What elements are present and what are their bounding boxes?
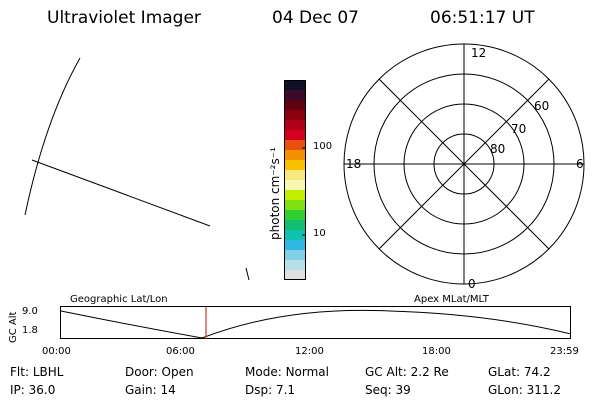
date-label: 04 Dec 07 xyxy=(272,8,359,28)
glon-value: 311.2 xyxy=(526,383,561,397)
timeline-xtick-0600: 06:00 xyxy=(166,346,195,357)
mlt-label-6: 6 xyxy=(576,157,584,171)
colorbar-swatch xyxy=(284,140,306,151)
glat-value: 74.2 xyxy=(523,365,551,379)
colorbar-swatch xyxy=(284,260,306,271)
colorbar-swatch xyxy=(284,90,306,101)
ip-label: IP: xyxy=(10,383,25,397)
glat-label: GLat: xyxy=(488,365,521,379)
colorbar-tick-100: 100 xyxy=(313,141,333,152)
timeline-axis-label: GC Alt xyxy=(8,311,19,343)
glon-field: GLon: 311.2 xyxy=(488,383,561,397)
colorbar-swatch xyxy=(284,130,306,141)
gain-label: Gain: xyxy=(125,383,157,397)
gain-field: Gain: 14 xyxy=(125,383,176,397)
colorbar-swatch xyxy=(284,160,306,171)
timeline-xtick-1200: 12:00 xyxy=(295,346,324,357)
colorbar-swatch xyxy=(284,80,306,91)
gc-alt-value: 2.2 Re xyxy=(410,365,449,379)
altitude-timeline xyxy=(60,306,572,339)
door-label: Door: xyxy=(125,365,158,379)
timeline-ytick-max: 9.0 xyxy=(22,306,38,317)
geographic-image-panel xyxy=(24,57,250,281)
colorbar-unit-label: photon cm⁻²s⁻¹ xyxy=(268,147,282,240)
ip-value: 36.0 xyxy=(28,383,56,397)
timeline-xtick-2359: 23:59 xyxy=(550,346,579,357)
glon-label: GLon: xyxy=(488,383,523,397)
timeline-xtick-0000: 00:00 xyxy=(42,346,71,357)
colorbar-swatch xyxy=(284,210,306,221)
mlt-label-18: 18 xyxy=(346,157,361,171)
lat-label-60: 60 xyxy=(534,99,549,113)
mlt-label-12: 12 xyxy=(471,46,486,60)
colorbar-swatch xyxy=(284,180,306,191)
grid-line xyxy=(31,159,211,227)
colorbar-swatch xyxy=(284,170,306,181)
timeline-left-title: Geographic Lat/Lon xyxy=(70,294,168,305)
limb-arc xyxy=(24,57,81,216)
colorbar-swatch xyxy=(284,150,306,161)
colorbar-swatch xyxy=(284,270,306,280)
seq-label: Seq: xyxy=(365,383,392,397)
gc-alt-label: GC Alt: xyxy=(365,365,407,379)
mlt-label-0: 0 xyxy=(468,277,476,290)
colorbar-swatch xyxy=(284,250,306,261)
dsp-value: 7.1 xyxy=(275,383,296,397)
door-field: Door: Open xyxy=(125,365,194,379)
polar-plot: 12 18 6 0 60 70 80 xyxy=(343,43,585,290)
flt-field: Flt: LBHL xyxy=(10,365,63,379)
colorbar xyxy=(284,80,306,280)
lat-label-70: 70 xyxy=(511,122,526,136)
ip-field: IP: 36.0 xyxy=(10,383,55,397)
mode-value: Normal xyxy=(285,365,329,379)
seq-field: Seq: 39 xyxy=(365,383,411,397)
colorbar-swatch xyxy=(284,200,306,211)
colorbar-swatch xyxy=(284,220,306,231)
colorbar-swatch xyxy=(284,100,306,111)
gc-alt-field: GC Alt: 2.2 Re xyxy=(365,365,449,379)
instrument-title: Ultraviolet Imager xyxy=(47,8,201,28)
door-value: Open xyxy=(161,365,194,379)
mode-field: Mode: Normal xyxy=(245,365,329,379)
timeline-ytick-min: 1.8 xyxy=(22,325,38,336)
gain-value: 14 xyxy=(160,383,176,397)
seq-value: 39 xyxy=(395,383,411,397)
time-label: 06:51:17 UT xyxy=(430,8,535,28)
colorbar-swatch xyxy=(284,120,306,131)
lat-label-80: 80 xyxy=(490,142,505,156)
colorbar-swatch xyxy=(284,190,306,201)
flt-label: Flt: xyxy=(10,365,29,379)
colorbar-tick-10: 10 xyxy=(313,228,326,239)
dsp-field: Dsp: 7.1 xyxy=(245,383,295,397)
mode-label: Mode: xyxy=(245,365,282,379)
grid-tick xyxy=(245,267,250,281)
colorbar-swatch xyxy=(284,110,306,121)
glat-field: GLat: 74.2 xyxy=(488,365,551,379)
timeline-right-title: Apex MLat/MLT xyxy=(414,294,489,305)
colorbar-swatch xyxy=(284,240,306,251)
dsp-label: Dsp: xyxy=(245,383,273,397)
flt-value: LBHL xyxy=(32,365,64,379)
colorbar-swatch xyxy=(284,230,306,241)
timeline-xtick-1800: 18:00 xyxy=(422,346,451,357)
